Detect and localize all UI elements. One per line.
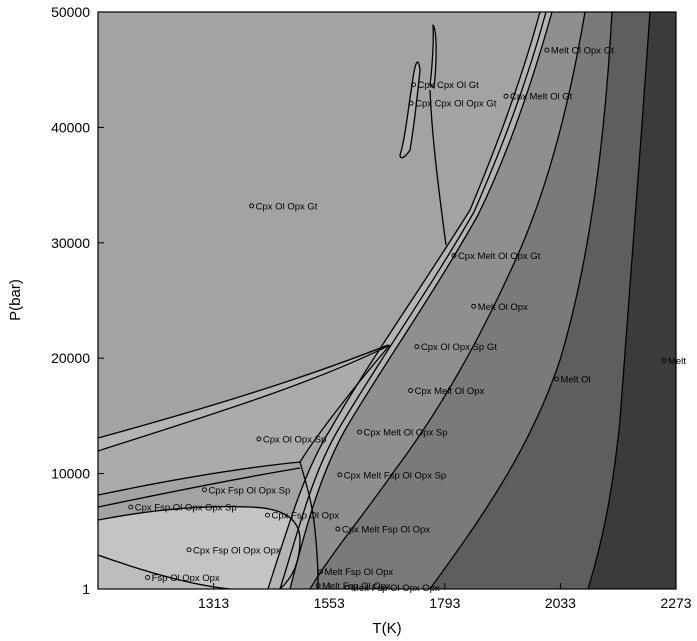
- x-tick-label: 1313: [198, 595, 229, 611]
- y-tick-label: 1: [82, 581, 90, 597]
- field-label: Cpx Ol Opx Sp: [263, 434, 326, 445]
- field-fsp-lower: [98, 555, 230, 589]
- field-marker: [544, 47, 550, 53]
- field-marker: [315, 583, 321, 588]
- field-marker: [201, 487, 207, 493]
- field-label: Cpx Melt Fsp Ol Opx Sp: [344, 470, 446, 481]
- field-label: Cpx Cpx Ol Opx Gt: [415, 99, 497, 110]
- field-marker: [335, 526, 341, 532]
- y-axis-label: P(bar): [7, 279, 24, 321]
- field-marker: [357, 429, 362, 435]
- field-label: Cpx Fsp Ol Opx: [272, 511, 340, 522]
- field-marker: [411, 82, 416, 88]
- y-axis: 1 10000 20000 30000 40000 50000: [51, 4, 104, 597]
- field-label: Cpx Melt Fsp Ol Opx: [342, 525, 430, 536]
- field-label: Melt Fsp Ol Opx Opx: [351, 583, 440, 594]
- y-tick-label: 40000: [51, 119, 90, 135]
- field-label: Fsp Ol Opx Opx: [152, 573, 220, 584]
- field-label: Cpx Melt Ol Opx Gt: [458, 251, 541, 262]
- field-label: Cpx Ol Opx Gt: [256, 201, 318, 212]
- field-marker: [318, 569, 323, 575]
- field-label: Melt Ol: [561, 374, 591, 385]
- plot-frame: [97, 11, 677, 590]
- field-marker: [256, 436, 262, 442]
- field-sp-band: [98, 345, 392, 451]
- field-labels: Cpx Ol Opx Gt Cpx Cpx Ol Gt Cpx Cpx Ol Opx…: [128, 46, 686, 594]
- field-label: Melt Fsp Ol Opx: [322, 581, 391, 592]
- field-marker: [408, 100, 414, 106]
- x-tick-label: 1793: [429, 595, 460, 611]
- phase-boundaries: [98, 12, 651, 589]
- field-melt-ol-opx: [310, 12, 612, 589]
- field-label: Cpx Ol Opx Sp Gt: [421, 342, 497, 353]
- field-label: Melt Fsp Ol Opx: [325, 567, 394, 578]
- field-label: Cpx Melt Ol Opx Sp: [364, 428, 448, 439]
- field-marker: [265, 512, 270, 518]
- field-cpx-melt-ol-opx: [290, 12, 585, 589]
- y-tick-label: 10000: [51, 466, 90, 482]
- phase-fields: [98, 12, 676, 589]
- field-marker: [503, 93, 509, 99]
- y-tick-label: 30000: [51, 235, 90, 251]
- field-marker: [128, 504, 134, 510]
- field-label: Cpx Melt Ol Opx: [415, 386, 485, 397]
- field-marker: [337, 472, 343, 478]
- field-marker: [408, 388, 414, 393]
- x-axis: 1313 1553 1793 2033 2273: [198, 583, 692, 611]
- field-fsp-light: [98, 506, 300, 589]
- field-label: Cpx Fsp Ol Opx Opx Sp: [135, 503, 237, 514]
- field-label: Melt Ol Opx Gt: [551, 46, 614, 57]
- field-label: Cpx Cpx Ol Gt: [417, 80, 479, 91]
- x-tick-label: 2273: [660, 595, 691, 611]
- field-marker: [186, 547, 192, 553]
- field-marker: [249, 203, 255, 209]
- field-label: Melt: [668, 356, 686, 367]
- field-label: Cpx Fsp Ol Opx Sp: [208, 485, 290, 496]
- x-tick-label: 2033: [545, 595, 576, 611]
- y-tick-label: 20000: [51, 350, 90, 366]
- field-marker: [661, 358, 667, 363]
- field-label: Cpx Melt Ol Gt: [510, 92, 573, 103]
- x-axis-label: T(K): [372, 620, 401, 637]
- x-tick-label: 1553: [314, 595, 345, 611]
- field-marker: [554, 376, 559, 382]
- field-marker: [451, 253, 457, 258]
- field-label: Cpx Fsp Ol Opx Opx: [193, 545, 281, 556]
- field-marker: [471, 303, 477, 309]
- field-low-pressure-subsolidus: [98, 345, 390, 495]
- field-melt: [588, 12, 676, 589]
- y-tick-label: 50000: [51, 4, 90, 20]
- field-label: Melt Ol Opx: [478, 302, 528, 313]
- field-marker: [414, 344, 420, 350]
- field-marker: [145, 575, 151, 580]
- field-melt-ol: [430, 12, 650, 589]
- field-cpx-melt-band: [268, 12, 552, 589]
